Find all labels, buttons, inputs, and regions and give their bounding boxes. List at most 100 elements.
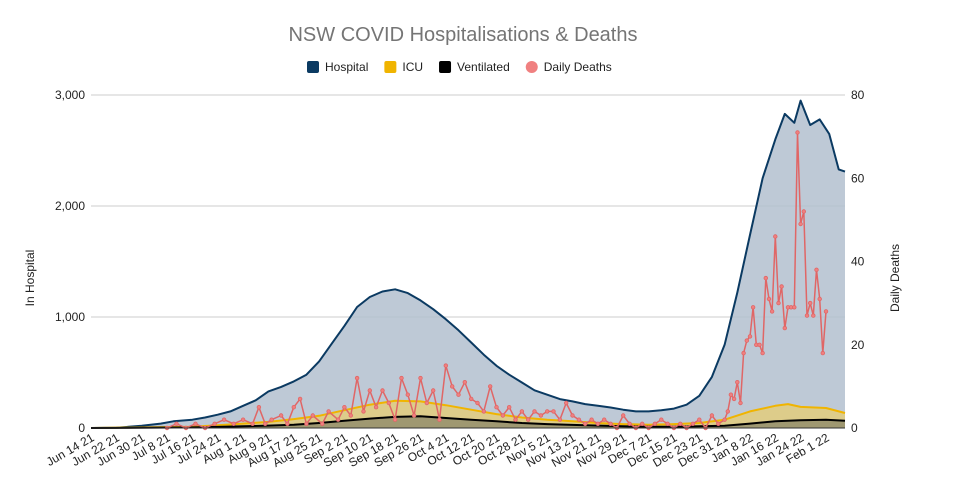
daily-deaths-point xyxy=(722,417,727,422)
daily-deaths-point xyxy=(750,305,756,310)
daily-deaths-point xyxy=(342,405,347,410)
daily-deaths-point xyxy=(494,405,499,410)
legend-label-ventilated: Ventilated xyxy=(457,60,510,74)
daily-deaths-point xyxy=(507,405,512,410)
daily-deaths-point xyxy=(326,409,331,414)
daily-deaths-point xyxy=(776,300,781,306)
daily-deaths-point xyxy=(405,392,410,397)
hospital-area xyxy=(91,100,845,428)
daily-deaths-point xyxy=(811,313,816,318)
daily-deaths-point xyxy=(602,417,607,422)
daily-deaths-point xyxy=(551,409,556,414)
daily-deaths-point xyxy=(595,421,601,426)
legend: Hospital ICU Ventilated Daily Deaths xyxy=(307,60,612,74)
daily-deaths-point xyxy=(741,350,746,356)
daily-deaths-point xyxy=(320,421,325,426)
daily-deaths-point xyxy=(589,417,594,422)
legend-swatch-hospital xyxy=(307,61,319,73)
daily-deaths-point xyxy=(763,275,768,281)
y-axis-title: In Hospital xyxy=(23,250,37,307)
daily-deaths-point xyxy=(443,363,448,368)
daily-deaths-point xyxy=(665,421,670,426)
daily-deaths-point xyxy=(557,417,563,422)
legend-label-daily-deaths: Daily Deaths xyxy=(544,60,612,74)
daily-deaths-point xyxy=(576,417,582,422)
daily-deaths-point xyxy=(297,396,303,402)
legend-label-hospital: Hospital xyxy=(325,60,368,74)
daily-deaths-point xyxy=(310,413,315,418)
y-tick-label: 3,000 xyxy=(55,88,85,102)
daily-deaths-point xyxy=(823,309,829,314)
legend-swatch-daily-deaths xyxy=(525,61,538,73)
daily-deaths-point xyxy=(392,417,398,422)
daily-deaths-point xyxy=(250,421,255,426)
daily-deaths-point xyxy=(399,375,404,381)
daily-deaths-point xyxy=(212,421,217,426)
ventilated-area xyxy=(91,416,845,428)
daily-deaths-point xyxy=(690,421,696,426)
daily-deaths-point xyxy=(240,417,246,422)
daily-deaths-point xyxy=(450,384,455,389)
daily-deaths-point xyxy=(456,392,461,397)
daily-deaths-point xyxy=(798,221,803,227)
daily-deaths-point xyxy=(757,342,762,347)
y2-tick-label: 80 xyxy=(851,88,865,102)
daily-deaths-point xyxy=(731,396,737,402)
daily-deaths-point xyxy=(475,400,480,406)
gridlines xyxy=(91,94,845,318)
daily-deaths-point xyxy=(817,296,822,302)
daily-deaths-point xyxy=(532,409,537,414)
daily-deaths-point xyxy=(526,417,531,422)
daily-deaths-point xyxy=(431,388,436,393)
daily-deaths-point xyxy=(538,413,544,418)
daily-deaths-point xyxy=(773,234,778,239)
daily-deaths-point xyxy=(738,400,743,406)
y-tick-label: 2,000 xyxy=(55,199,85,213)
daily-deaths-point xyxy=(256,405,262,410)
daily-deaths-point xyxy=(354,375,360,381)
daily-deaths-point xyxy=(411,413,417,418)
y-tick-label: 0 xyxy=(78,421,85,435)
daily-deaths-point xyxy=(608,421,613,426)
daily-deaths-point xyxy=(291,405,296,410)
daily-deaths-point xyxy=(621,413,626,418)
daily-deaths-point xyxy=(735,380,740,385)
daily-deaths-point xyxy=(697,417,702,422)
y2-axis-title: Daily Deaths xyxy=(888,244,902,312)
chart-title: NSW COVID Hospitalisations & Deaths xyxy=(288,24,637,46)
y-tick-label: 1,000 xyxy=(55,310,85,324)
daily-deaths-point xyxy=(231,421,236,426)
daily-deaths-point xyxy=(285,421,290,426)
daily-deaths-point xyxy=(627,421,632,426)
daily-deaths-point xyxy=(744,338,749,343)
daily-deaths-point xyxy=(367,388,372,393)
daily-deaths-point xyxy=(795,130,800,135)
daily-deaths-point xyxy=(221,417,227,422)
daily-deaths-point xyxy=(728,392,734,397)
daily-deaths-point xyxy=(766,296,772,302)
daily-deaths-point xyxy=(437,417,442,422)
daily-deaths-point xyxy=(760,350,765,356)
daily-deaths-point xyxy=(386,400,391,406)
legend-swatch-icu xyxy=(384,61,397,73)
daily-deaths-point xyxy=(500,413,505,418)
daily-deaths-point xyxy=(469,396,474,402)
daily-deaths-point xyxy=(380,388,385,393)
y2-tick-label: 20 xyxy=(851,338,865,352)
daily-deaths-point xyxy=(640,421,645,426)
daily-deaths-series xyxy=(164,130,829,431)
daily-deaths-point xyxy=(747,334,753,339)
y2-tick-label: 0 xyxy=(851,421,858,435)
hospital-line xyxy=(90,99,846,429)
daily-deaths-point xyxy=(193,421,198,426)
daily-deaths-point xyxy=(418,375,423,381)
ventilated-line xyxy=(90,415,846,429)
daily-deaths-point xyxy=(481,409,486,414)
daily-deaths-point xyxy=(373,405,379,410)
daily-deaths-point xyxy=(678,421,683,426)
daily-deaths-point xyxy=(716,421,721,426)
y2-tick-label: 40 xyxy=(851,255,865,269)
daily-deaths-point xyxy=(545,409,550,414)
daily-deaths-point xyxy=(269,417,274,422)
